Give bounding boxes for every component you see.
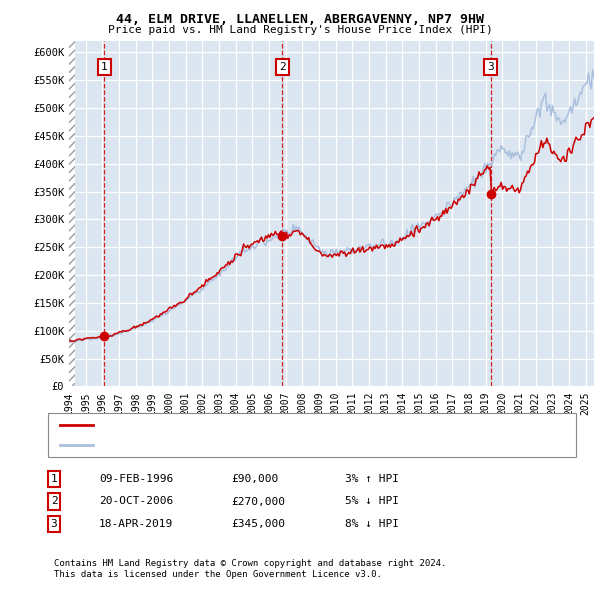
Text: 3% ↑ HPI: 3% ↑ HPI (345, 474, 399, 484)
Text: 44, ELM DRIVE, LLANELLEN, ABERGAVENNY, NP7 9HW: 44, ELM DRIVE, LLANELLEN, ABERGAVENNY, N… (116, 13, 484, 26)
Text: 2: 2 (50, 497, 58, 506)
Text: 44, ELM DRIVE, LLANELLEN, ABERGAVENNY, NP7 9HW (detached house): 44, ELM DRIVE, LLANELLEN, ABERGAVENNY, N… (99, 421, 493, 430)
Text: 8% ↓ HPI: 8% ↓ HPI (345, 519, 399, 529)
Text: 2: 2 (279, 62, 286, 72)
Text: 1: 1 (101, 62, 108, 72)
Text: 1: 1 (50, 474, 58, 484)
Text: £270,000: £270,000 (231, 497, 285, 506)
Text: Price paid vs. HM Land Registry's House Price Index (HPI): Price paid vs. HM Land Registry's House … (107, 25, 493, 35)
Text: 09-FEB-1996: 09-FEB-1996 (99, 474, 173, 484)
Bar (69, 41, 75, 386)
Text: Contains HM Land Registry data © Crown copyright and database right 2024.: Contains HM Land Registry data © Crown c… (54, 559, 446, 568)
Text: This data is licensed under the Open Government Licence v3.0.: This data is licensed under the Open Gov… (54, 571, 382, 579)
Text: 3: 3 (487, 62, 494, 72)
Text: £345,000: £345,000 (231, 519, 285, 529)
Text: 5% ↓ HPI: 5% ↓ HPI (345, 497, 399, 506)
Text: HPI: Average price, detached house, Monmouthshire: HPI: Average price, detached house, Monm… (99, 440, 405, 450)
Text: £90,000: £90,000 (231, 474, 278, 484)
Text: 3: 3 (50, 519, 58, 529)
Text: 20-OCT-2006: 20-OCT-2006 (99, 497, 173, 506)
Text: 18-APR-2019: 18-APR-2019 (99, 519, 173, 529)
